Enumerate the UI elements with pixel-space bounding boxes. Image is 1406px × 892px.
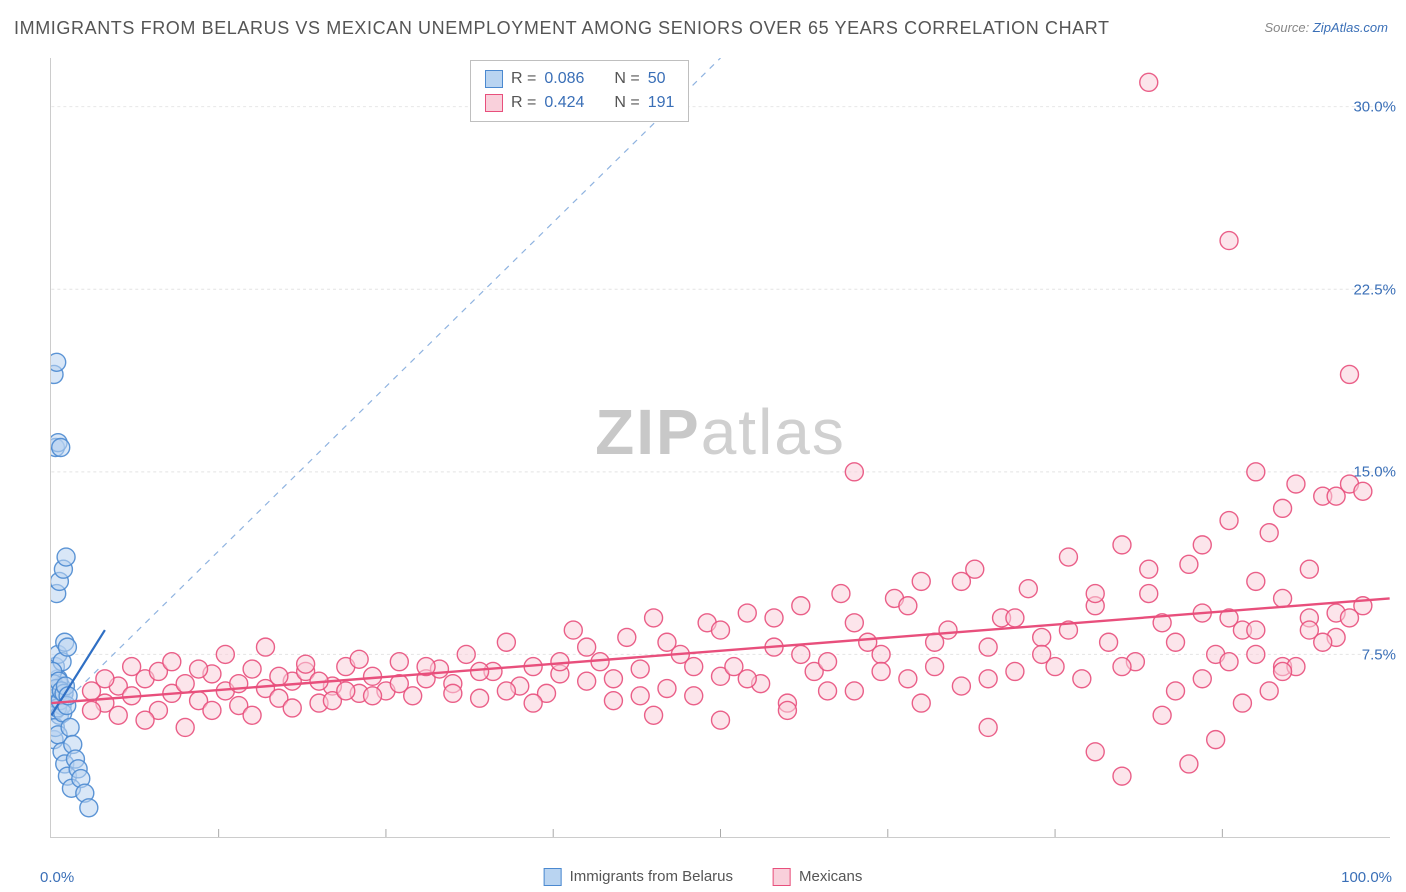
y-axis-title: Unemployment Among Seniors over 65 years [0,144,15,446]
chart-title: IMMIGRANTS FROM BELARUS VS MEXICAN UNEMP… [14,18,1110,39]
y-tick-label: 22.5% [1353,281,1396,298]
series-legend: Immigrants from Belarus Mexicans [544,868,863,886]
y-tick-label: 30.0% [1353,98,1396,115]
x-axis-min-label: 0.0% [40,869,74,886]
swatch-belarus-icon [544,868,562,886]
swatch-mexicans-icon [773,868,791,886]
legend-item-mexicans: Mexicans [773,868,862,886]
y-tick-label: 7.5% [1362,647,1396,664]
source-link[interactable]: ZipAtlas.com [1313,20,1388,35]
swatch-belarus-icon [485,70,503,88]
legend-row-mexicans: R = 0.424 N = 191 [485,91,674,115]
source-attribution: Source: ZipAtlas.com [1264,20,1388,35]
plot-area: ZIPatlas [50,58,1390,838]
correlation-legend: R = 0.086 N = 50 R = 0.424 N = 191 [470,60,689,122]
legend-row-belarus: R = 0.086 N = 50 [485,67,674,91]
legend-item-belarus: Immigrants from Belarus [544,868,733,886]
chart-svg [51,58,1390,837]
y-tick-label: 15.0% [1353,464,1396,481]
swatch-mexicans-icon [485,94,503,112]
source-label: Source: [1264,20,1312,35]
x-axis-max-label: 100.0% [1341,869,1392,886]
